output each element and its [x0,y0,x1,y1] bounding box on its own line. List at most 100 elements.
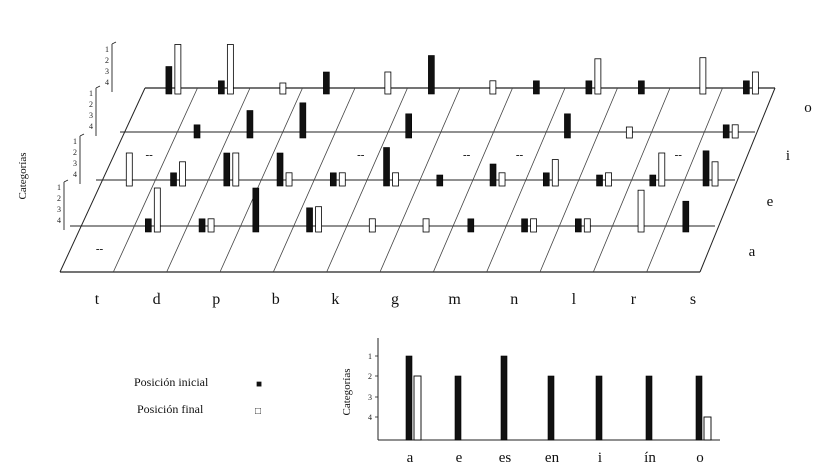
bar-final-o-11 [751,71,759,95]
cell-divider [432,87,513,273]
absent-marker-i-0: -- [145,149,153,161]
bar-final-a-2 [207,218,215,233]
absent-marker-i-4: -- [357,149,365,161]
scale-tick-a-1: 1 [57,183,61,192]
bar-final-e-1 [179,161,186,187]
cell-divider [592,87,671,273]
bar-final-o-6 [489,80,497,95]
legend-marker-final: □ [255,406,261,417]
category-label-2d-6: o [696,450,704,466]
bar-initial-a-11 [682,200,690,233]
vowel-label-a: a [749,244,756,260]
consonant-label-t: t [95,291,100,308]
cell-divider [486,87,566,273]
bar-initial-i-5 [405,113,412,139]
bar-final-e-11 [711,161,719,187]
category-label-2d-0: a [407,450,414,466]
bar-final-a-6 [422,218,430,233]
bar-initial-e-7 [489,163,497,187]
cell-divider [539,87,618,273]
scale-tick-o-4: 4 [105,78,109,87]
scale-tick-a-3: 3 [57,205,61,214]
bar-initial-a-2 [198,218,206,233]
bar-initial-a-9 [575,218,582,233]
bar-2d-final-0 [413,375,422,441]
bar-initial-i-8 [564,113,571,139]
category-label-2d-2: es [499,450,512,466]
cell-divider [219,87,303,273]
absent-marker-i-7: -- [516,149,524,161]
bar-initial-i-2 [246,110,254,139]
bar-initial-i-1 [193,124,201,139]
bar-initial-e-9 [596,174,603,187]
bar-initial-a-3 [252,187,260,233]
bar-final-o-10 [699,57,707,95]
bar-2d-initial-4 [595,375,603,441]
y-axis-label-3d: Categorías [17,152,29,199]
scale-cap-e [79,133,85,137]
scale-tick-o-3: 3 [105,67,109,76]
bar-initial-e-4 [329,172,337,187]
vowel-label-o: o [804,100,812,116]
bar-final-o-1 [226,44,234,95]
cell-divider [272,87,356,273]
bar-final-a-4 [315,206,322,233]
cell-divider [166,87,251,273]
bar-initial-e-6 [436,174,444,187]
bar-final-o-4 [384,71,392,95]
consonant-label-n: n [510,291,518,308]
category-label-2d-1: e [456,450,463,466]
scale-tick-i-3: 3 [89,111,93,120]
scale-tick-e-1: 1 [73,137,77,146]
category-label-2d-5: ín [644,450,656,466]
bar-2d-initial-2 [500,355,508,441]
scale-tick-e-3: 3 [73,159,77,168]
scale-cap-a [63,179,69,183]
consonant-label-l: l [572,291,577,308]
scale-tick-a-2: 2 [57,194,61,203]
bar-initial-e-1 [170,172,177,187]
vowel-label-i: i [786,148,790,164]
consonant-label-s: s [690,291,696,308]
bar-initial-o-3 [323,71,330,95]
bar-final-e-9 [605,172,612,187]
bar-final-a-5 [368,218,376,233]
bar-2d-initial-5 [645,375,653,441]
bar-initial-a-8 [521,218,528,233]
bar-initial-o-9 [638,80,645,95]
cell-divider [326,87,408,273]
scale-tick-a-4: 4 [57,216,61,225]
bar-final-e-10 [658,152,666,187]
bar-final-e-5 [392,172,399,187]
scale-cap-i [95,85,101,89]
consonant-label-k: k [331,291,339,308]
bar-final-a-9 [583,218,591,233]
plane-left-edge [59,87,146,273]
bar-final-e-2 [232,152,240,187]
legend-label-initial: Posición inicial [134,375,209,389]
absent-marker-i-6: -- [463,149,471,161]
bar-2d-final-6 [703,416,712,441]
plane-right-edge [699,87,776,273]
bar-2d-initial-6 [695,375,703,441]
legend: Posición inicial ■ Posición final □ [134,375,262,417]
scale-tick-i-1: 1 [89,89,93,98]
scale-tick-i-4: 4 [89,122,93,131]
bar-final-a-8 [530,218,537,233]
y-tick-label-2d-1: 1 [368,352,372,361]
bar-initial-a-4 [306,207,313,233]
bar-initial-o-5 [428,55,435,95]
bar-initial-o-7 [533,80,540,95]
legend-marker-initial: ■ [256,379,262,390]
bar-final-o-8 [594,58,602,95]
scale-tick-e-4: 4 [73,170,77,179]
category-label-2d-3: en [545,450,560,466]
chart-3d-consonant-vowel: o i e a t d p b k g m n l r s 1 2 3 4 1 2 3 4 1 2 3 4 1 2 3 4 Categoría… [17,41,812,308]
scale-tick-e-2: 2 [73,148,77,157]
legend-label-final: Posición final [137,402,204,416]
y-axis-label-2d: Categorías [341,368,353,415]
y-tick-label-2d-2: 2 [368,372,372,381]
bar-final-e-3 [285,172,293,187]
bar-initial-a-1 [145,218,152,233]
y-tick-label-2d-3: 3 [368,393,372,402]
